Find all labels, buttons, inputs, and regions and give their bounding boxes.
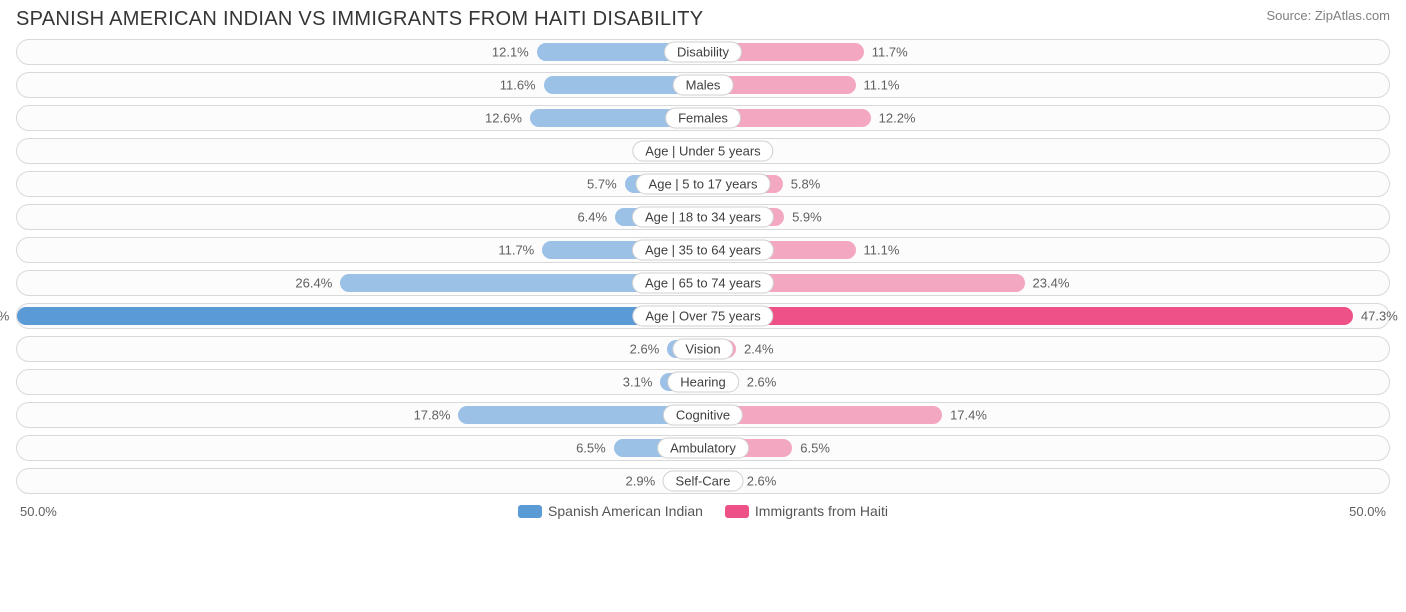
value-right: 12.2% <box>879 111 916 126</box>
value-right: 6.5% <box>800 441 830 456</box>
row-label: Males <box>673 75 734 96</box>
row-label: Ambulatory <box>657 438 749 459</box>
value-right: 5.9% <box>792 210 822 225</box>
chart-row: 49.9%47.3%Age | Over 75 years <box>16 303 1390 329</box>
bar-right <box>703 307 1353 325</box>
value-left: 11.6% <box>500 78 536 93</box>
chart-title: SPANISH AMERICAN INDIAN VS IMMIGRANTS FR… <box>16 8 703 31</box>
chart-row: 11.6% 11.1% Males <box>16 72 1390 98</box>
axis-max-right: 50.0% <box>1349 504 1386 519</box>
chart-row: 26.4% 23.4% Age | 65 to 74 years <box>16 270 1390 296</box>
row-label: Age | Over 75 years <box>632 306 773 327</box>
chart-row: 11.7% 11.1% Age | 35 to 64 years <box>16 237 1390 263</box>
legend-label-right: Immigrants from Haiti <box>755 503 888 519</box>
legend-swatch-left <box>518 505 542 518</box>
value-right: 5.8% <box>791 177 821 192</box>
value-left: 12.1% <box>492 45 529 60</box>
row-label: Cognitive <box>663 405 743 426</box>
legend-swatch-right <box>725 505 749 518</box>
legend-label-left: Spanish American Indian <box>548 503 703 519</box>
row-label: Self-Care <box>663 471 744 492</box>
value-left: 11.7% <box>498 243 534 258</box>
row-label: Age | 35 to 64 years <box>632 240 774 261</box>
row-label: Hearing <box>667 372 739 393</box>
value-right: 11.1% <box>864 78 900 93</box>
row-label: Disability <box>664 42 742 63</box>
legend-right: Immigrants from Haiti <box>725 503 888 519</box>
chart-row: 3.1% 2.6% Hearing <box>16 369 1390 395</box>
value-right: 47.3% <box>1361 309 1398 324</box>
axis-max-left: 50.0% <box>20 504 57 519</box>
chart-row: 1.3%1.3%Age | Under 5 years <box>16 138 1390 164</box>
value-left: 5.7% <box>587 177 617 192</box>
chart-row: 12.1% 11.7% Disability <box>16 39 1390 65</box>
value-left: 3.1% <box>623 375 653 390</box>
value-left: 6.5% <box>576 441 606 456</box>
value-right: 11.1% <box>864 243 900 258</box>
row-label: Age | Under 5 years <box>632 141 773 162</box>
chart-row: 2.9% 2.6%Self-Care <box>16 468 1390 494</box>
value-left: 17.8% <box>414 408 451 423</box>
value-left: 2.6% <box>630 342 660 357</box>
chart-row: 6.5% 6.5% Ambulatory <box>16 435 1390 461</box>
value-left: 6.4% <box>577 210 607 225</box>
value-right: 23.4% <box>1033 276 1070 291</box>
value-left: 2.9% <box>626 474 656 489</box>
value-left: 12.6% <box>485 111 522 126</box>
chart-row: 12.6% 12.2% Females <box>16 105 1390 131</box>
value-left: 49.9% <box>0 309 9 324</box>
value-right: 2.6% <box>747 375 777 390</box>
value-right: 2.6% <box>747 474 777 489</box>
row-label: Age | 5 to 17 years <box>636 174 771 195</box>
chart-footer: 50.0% Spanish American Indian Immigrants… <box>0 501 1406 519</box>
row-label: Females <box>665 108 741 129</box>
value-right: 11.7% <box>872 45 908 60</box>
chart-row: 17.8% 17.4% Cognitive <box>16 402 1390 428</box>
row-label: Age | 18 to 34 years <box>632 207 774 228</box>
bar-left <box>17 307 703 325</box>
chart-area: 12.1% 11.7% Disability 11.6% 11.1% Males 12.6%… <box>0 37 1406 494</box>
legend-left: Spanish American Indian <box>518 503 703 519</box>
value-right: 2.4% <box>744 342 774 357</box>
source-credit: Source: ZipAtlas.com <box>1266 8 1390 23</box>
chart-row: 6.4% 5.9% Age | 18 to 34 years <box>16 204 1390 230</box>
value-left: 26.4% <box>295 276 332 291</box>
row-label: Vision <box>672 339 733 360</box>
value-right: 17.4% <box>950 408 987 423</box>
row-label: Age | 65 to 74 years <box>632 273 774 294</box>
chart-row: 5.7% 5.8% Age | 5 to 17 years <box>16 171 1390 197</box>
chart-row: 2.6% 2.4% Vision <box>16 336 1390 362</box>
